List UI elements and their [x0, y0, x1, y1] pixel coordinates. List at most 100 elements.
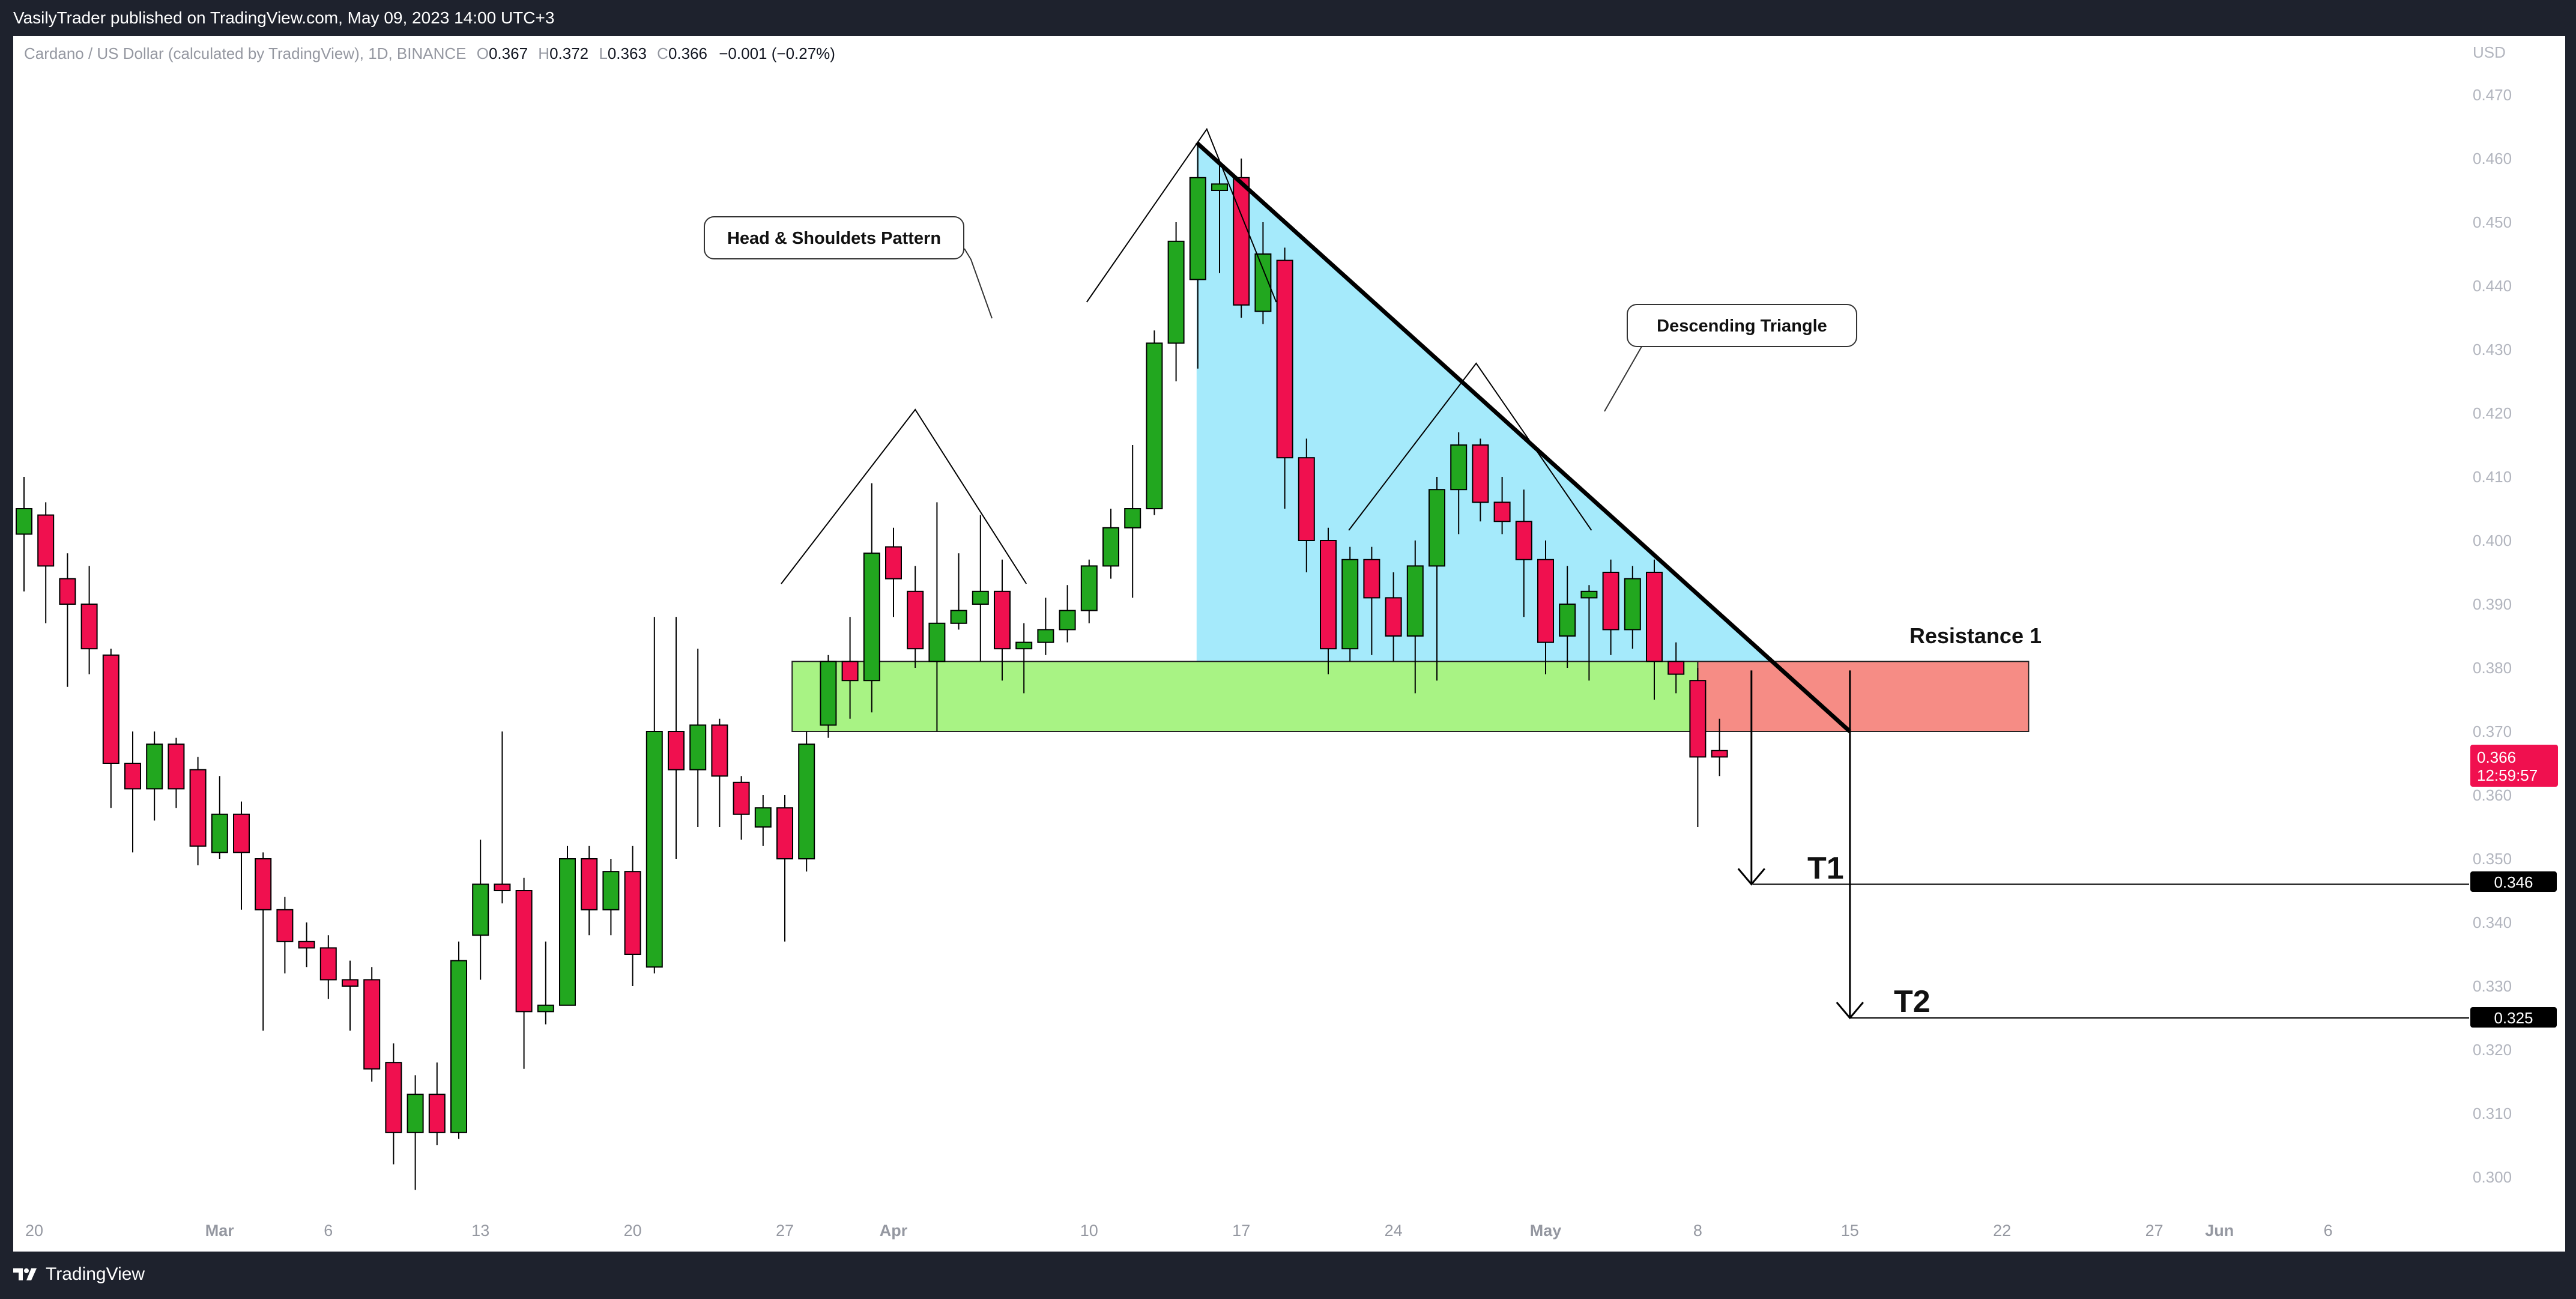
candle[interactable]	[298, 922, 315, 967]
candle[interactable]	[1124, 445, 1141, 598]
candle[interactable]	[1580, 585, 1598, 681]
candle[interactable]	[319, 935, 337, 999]
candle[interactable]	[211, 776, 228, 859]
candle[interactable]	[515, 877, 533, 1069]
candle[interactable]	[385, 1043, 402, 1164]
candle[interactable]	[1385, 572, 1402, 662]
candle[interactable]	[80, 566, 98, 674]
candle[interactable]	[1254, 222, 1272, 324]
candle[interactable]	[733, 776, 750, 840]
candle[interactable]	[972, 515, 989, 662]
candle[interactable]	[1211, 165, 1228, 273]
tradingview-logo[interactable]: TradingView	[13, 1264, 145, 1285]
candle[interactable]	[168, 737, 185, 808]
candle[interactable]	[820, 655, 837, 738]
candle[interactable]	[1515, 489, 1532, 617]
price-tick-label: 0.380	[2473, 659, 2512, 677]
candle[interactable]	[59, 553, 76, 687]
candle[interactable]	[1537, 540, 1554, 674]
candle[interactable]	[798, 731, 815, 872]
candle[interactable]	[1559, 566, 1576, 668]
candle-body	[16, 508, 32, 535]
candle[interactable]	[1624, 566, 1641, 649]
candle[interactable]	[624, 846, 641, 986]
candle-body	[298, 940, 315, 949]
candle[interactable]	[1189, 145, 1206, 369]
candle[interactable]	[559, 846, 576, 1006]
candle[interactable]	[428, 1062, 446, 1145]
candle[interactable]	[1037, 598, 1054, 655]
candle[interactable]	[776, 795, 793, 942]
candle[interactable]	[1450, 432, 1468, 534]
candle[interactable]	[1167, 222, 1185, 381]
candle[interactable]	[602, 859, 620, 936]
candle[interactable]	[1102, 509, 1119, 579]
candle[interactable]	[1059, 585, 1076, 643]
candle[interactable]	[102, 649, 119, 808]
resistance-zone-red[interactable]	[1697, 661, 2030, 733]
candle[interactable]	[342, 960, 358, 1031]
candle[interactable]	[124, 731, 141, 853]
candle[interactable]	[1493, 477, 1511, 534]
candle[interactable]	[1298, 438, 1315, 572]
candle[interactable]	[711, 718, 728, 827]
candle[interactable]	[1429, 477, 1445, 681]
candle[interactable]	[950, 553, 967, 630]
time-tick-label: 6	[324, 1222, 333, 1240]
price-axis[interactable]: USD 0.470 0.460 0.450 0.440 0.430 0.420 0.410 0…	[2470, 43, 2558, 1186]
candle[interactable]	[1276, 247, 1293, 509]
candle[interactable]	[472, 840, 489, 980]
candle[interactable]	[16, 477, 32, 592]
candle[interactable]	[668, 617, 685, 859]
symbol-legend[interactable]: Cardano / US Dollar (calculated by Tradi…	[24, 44, 835, 62]
candle-body	[950, 610, 967, 624]
candle[interactable]	[1080, 559, 1098, 623]
candle[interactable]	[537, 941, 554, 1025]
candle[interactable]	[1146, 330, 1163, 515]
candle[interactable]	[146, 731, 163, 821]
candle[interactable]	[1667, 642, 1685, 694]
candle[interactable]	[581, 846, 598, 936]
candle[interactable]	[841, 617, 859, 719]
head-shoulders-callout[interactable]: Head & Shouldets Pattern	[704, 216, 993, 319]
left-shoulder-line[interactable]	[781, 408, 1027, 584]
candle[interactable]	[1363, 547, 1380, 655]
candle[interactable]	[928, 502, 946, 731]
candle[interactable]	[1711, 718, 1728, 777]
candle[interactable]	[646, 617, 663, 973]
candle[interactable]	[450, 941, 467, 1139]
candle[interactable]	[255, 852, 272, 1031]
candle[interactable]	[885, 527, 902, 617]
candle[interactable]	[494, 731, 511, 904]
candle[interactable]	[1320, 527, 1337, 674]
head-line[interactable]	[1086, 127, 1277, 303]
candle[interactable]	[233, 801, 250, 910]
candle[interactable]	[363, 967, 381, 1082]
candle[interactable]	[1472, 438, 1489, 522]
candle[interactable]	[1406, 540, 1424, 694]
candle[interactable]	[863, 483, 880, 713]
candle[interactable]	[1015, 623, 1033, 694]
candle-body	[841, 661, 859, 682]
candle[interactable]	[689, 649, 707, 827]
descending-triangle-callout[interactable]: Descending Triangle	[1604, 304, 1857, 412]
candle[interactable]	[1602, 559, 1619, 655]
candle[interactable]	[754, 795, 772, 846]
candle-body	[515, 890, 533, 1013]
candle[interactable]	[1341, 547, 1359, 662]
candlestick-chart[interactable]: Head & Shouldets Pattern Descending Tria…	[13, 36, 2565, 1252]
support-zone-green[interactable]	[791, 661, 1699, 733]
candle[interactable]	[189, 757, 207, 865]
candle[interactable]	[994, 559, 1011, 681]
candle[interactable]	[1689, 668, 1707, 827]
time-axis[interactable]: 20 Mar 6 13 20 27 Apr 10 17 24 May 8 15 22 27 Jun 6	[25, 1222, 2333, 1240]
candle[interactable]	[1646, 559, 1663, 700]
chart-panel[interactable]: Head & Shouldets Pattern Descending Tria…	[13, 36, 2565, 1252]
candle[interactable]	[907, 566, 924, 668]
candle[interactable]	[276, 897, 294, 973]
right-shoulder-line[interactable]	[1348, 362, 1592, 531]
descending-trendline[interactable]	[1195, 141, 1852, 733]
candle[interactable]	[37, 502, 55, 623]
candle[interactable]	[1233, 159, 1250, 318]
candle[interactable]	[407, 1075, 424, 1190]
